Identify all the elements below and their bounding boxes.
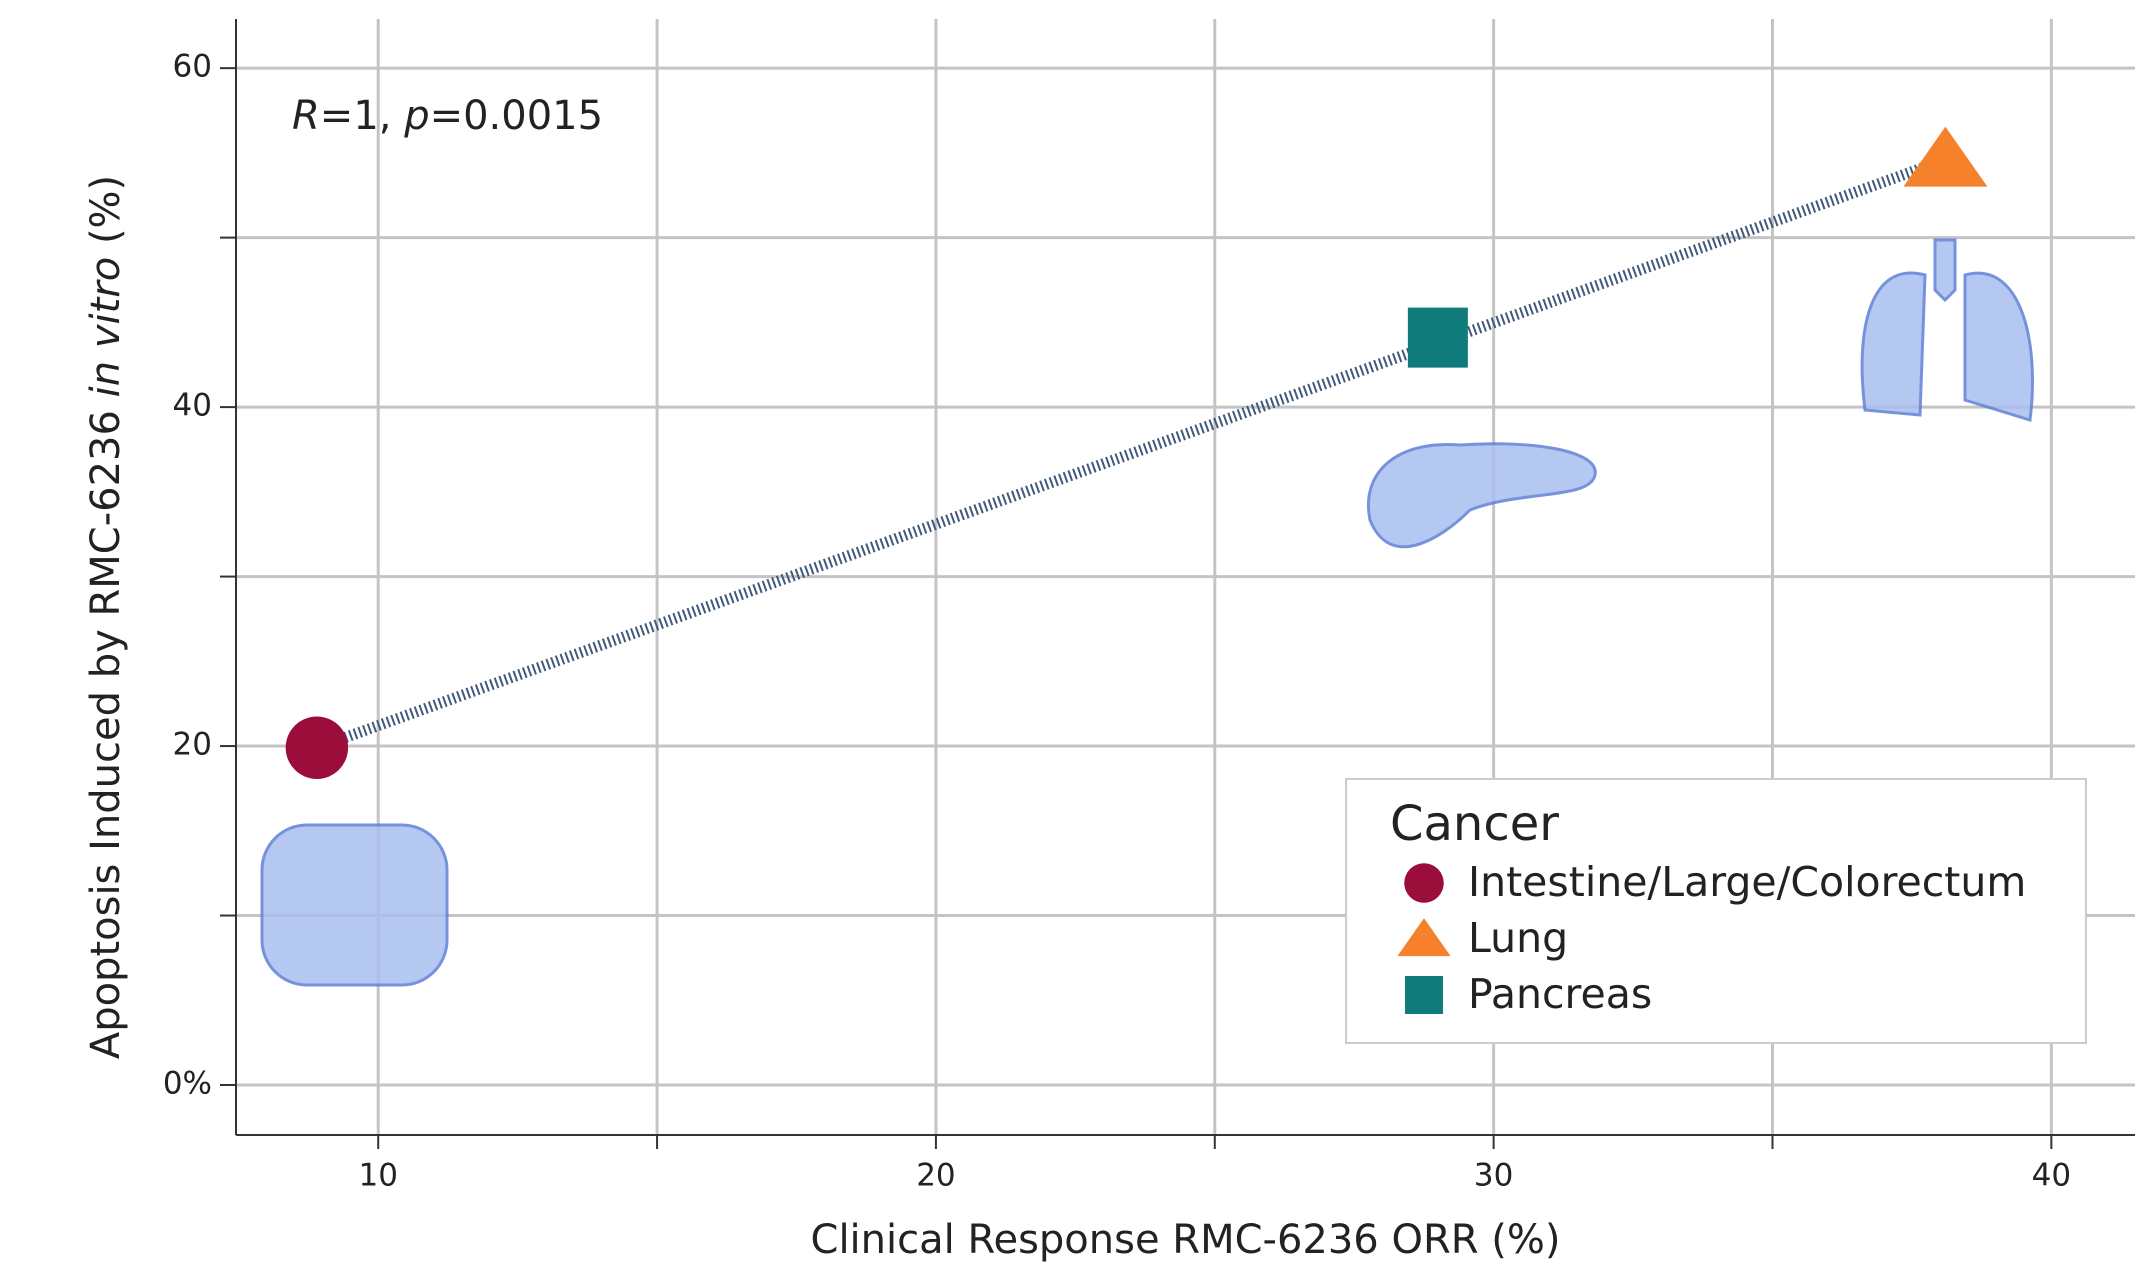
legend-title: Cancer (1390, 796, 1559, 852)
trend-line (314, 154, 1948, 753)
y-tick-label: 20 (173, 727, 212, 763)
y-label-part: (%) (83, 175, 129, 257)
y-label-part: Apoptosis Induced by RMC-6236 (83, 397, 129, 1059)
point (1404, 863, 1444, 903)
legend-label: Pancreas (1468, 970, 1652, 1018)
x-tick-label: 30 (1474, 1158, 1513, 1194)
y-tick-label: 0% (163, 1066, 212, 1102)
annotation-part: =0.0015 (430, 93, 603, 139)
y-tick-label: 60 (173, 49, 212, 85)
x-axis-label: Clinical Response RMC-6236 ORR (%) (811, 1217, 1561, 1263)
annotation-part: =1, (320, 93, 404, 139)
x-tick-label: 10 (358, 1158, 397, 1194)
pancreas-illustration (1367, 442, 1597, 549)
grid (236, 19, 2135, 1135)
y-tick-label: 40 (173, 388, 212, 424)
annotation-part: R (292, 93, 320, 139)
annotation-part: p (403, 93, 429, 139)
legend-label: Lung (1468, 914, 1568, 962)
intestine-illustration (260, 823, 449, 987)
point (285, 716, 349, 779)
x-tick-label: 20 (916, 1158, 955, 1194)
legend-box (1345, 778, 2087, 1044)
x-tick-label: 40 (2032, 1158, 2071, 1194)
point (1405, 976, 1443, 1014)
point (1903, 126, 1988, 187)
y-label-part: in vitro (83, 257, 129, 398)
y-axis-label: Apoptosis Induced by RMC-6236 in vitro (… (83, 175, 129, 1059)
left-lung-illustration (1860, 271, 1927, 417)
point (1407, 307, 1468, 368)
legend-label: Intestine/Large/Colorectum (1468, 858, 2026, 906)
point (1397, 918, 1451, 957)
annotation: R=1, p=0.0015 (292, 93, 603, 139)
organ-illustrations (260, 238, 2034, 987)
right-lung-illustration (1963, 271, 2034, 422)
trachea-illustration (1933, 238, 1957, 303)
